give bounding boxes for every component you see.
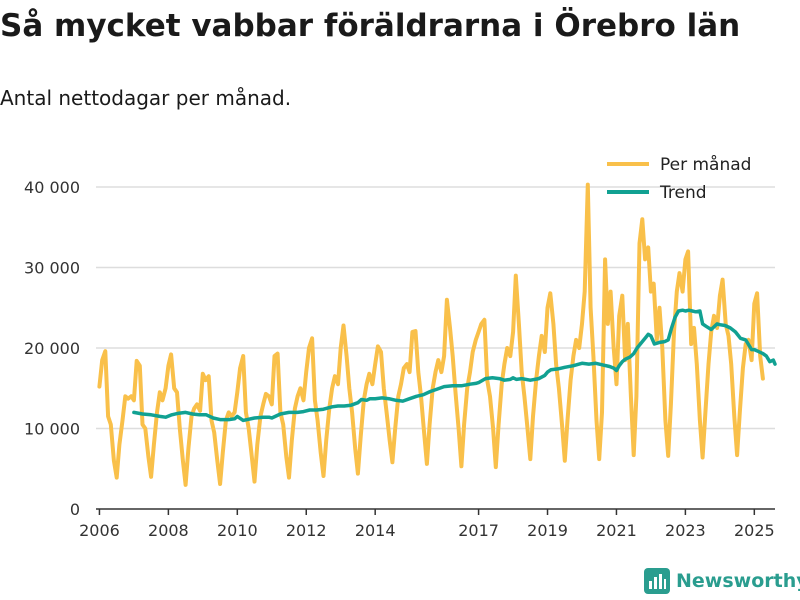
x-tick-label: 2014 — [355, 521, 396, 540]
x-tick-label: 2019 — [527, 521, 568, 540]
chart-title: Så mycket vabbar föräldrarna i Örebro lä… — [0, 8, 741, 44]
x-tick-label: 2012 — [286, 521, 327, 540]
y-tick-label: 40 000 — [24, 178, 80, 197]
x-tick-label: 2025 — [734, 521, 775, 540]
trend-series-line — [132, 308, 777, 423]
newsworthy-logo-icon — [644, 568, 670, 594]
y-tick-label: 20 000 — [24, 339, 80, 358]
legend-label-trend: Trend — [659, 183, 707, 203]
x-tick-label: 2010 — [217, 521, 258, 540]
y-tick-label: 0 — [70, 500, 80, 519]
x-tick-label: 2006 — [79, 521, 120, 540]
legend-label-per-manad: Per månad — [660, 154, 751, 175]
brand-name: Newsworthy — [676, 570, 800, 592]
monthly-series-line — [97, 182, 765, 487]
y-tick-label: 10 000 — [24, 420, 80, 439]
y-tick-label: 30 000 — [24, 259, 80, 278]
x-tick-label: 2017 — [458, 521, 499, 540]
x-tick-label: 2008 — [148, 521, 189, 540]
brand-logo: Newsworthy — [644, 568, 800, 594]
x-tick-label: 2021 — [596, 521, 637, 540]
chart-subtitle: Antal nettodagar per månad. — [0, 86, 292, 110]
x-tick-label: 2023 — [665, 521, 706, 540]
